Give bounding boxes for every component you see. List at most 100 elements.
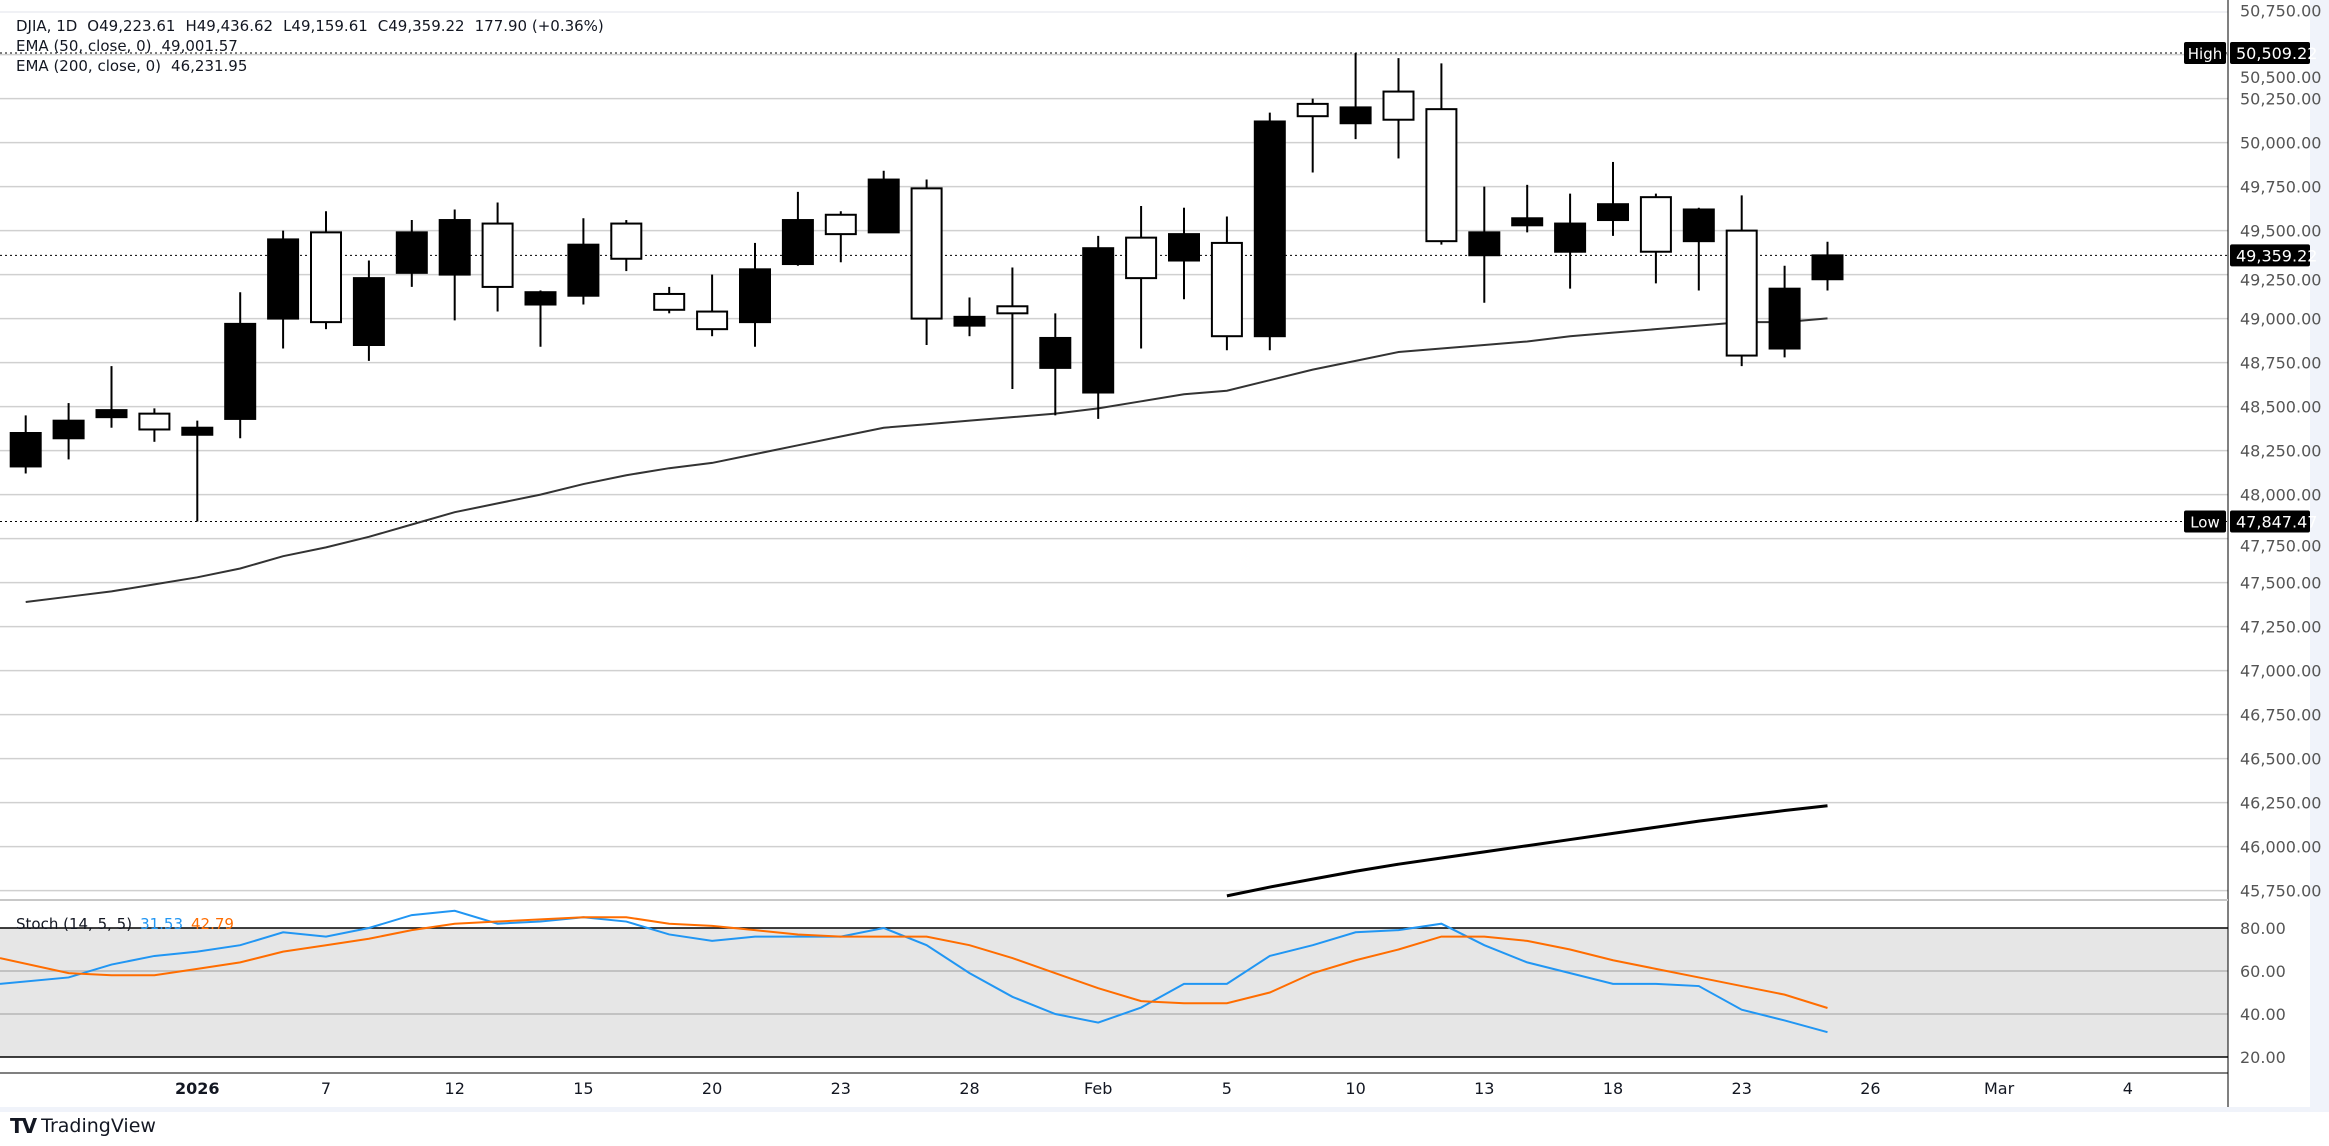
ema200-line: [1226, 804, 1828, 898]
price-tick-label: 48,750.00: [2240, 354, 2321, 373]
candle: [224, 292, 257, 439]
candle: [867, 170, 900, 234]
time-tick-label: 12: [445, 1079, 465, 1098]
ema50-value: 49,001.57: [161, 37, 238, 55]
time-tick-label: 5: [1222, 1079, 1232, 1098]
candle: [953, 297, 986, 337]
candle-body: [1382, 90, 1415, 121]
candle: [696, 274, 729, 337]
stoch-legend[interactable]: Stoch (14, 5, 5) 31.53 42.79: [16, 915, 244, 933]
price-tick-label: 49,750.00: [2240, 178, 2321, 197]
last-price-tag: [2230, 244, 2310, 267]
candle: [1425, 63, 1458, 245]
ema50-label: EMA (50, close, 0): [16, 37, 152, 55]
candle-body: [310, 231, 342, 324]
stoch-label: Stoch (14, 5, 5): [16, 915, 133, 933]
price-tick-label: 46,500.00: [2240, 750, 2321, 769]
symbol-name[interactable]: DJIA, 1D: [16, 17, 78, 35]
candle-body: [9, 432, 42, 468]
candle: [310, 211, 342, 330]
stoch-tick-label: 20.00: [2240, 1048, 2286, 1067]
candle: [1768, 265, 1801, 358]
candle: [1039, 313, 1072, 416]
high-label: High: [2188, 45, 2222, 63]
candle-body: [781, 219, 814, 266]
candle: [1682, 207, 1715, 291]
candle-body: [352, 277, 385, 346]
price-tick-label: 45,750.00: [2240, 882, 2321, 901]
candle-body: [95, 409, 128, 419]
candle-body: [824, 213, 857, 236]
price-grid: [0, 53, 2228, 892]
price-tick-label: 48,500.00: [2240, 398, 2321, 417]
candle-body: [52, 419, 85, 440]
price-tick-label: 46,750.00: [2240, 706, 2321, 725]
candle-body: [1768, 287, 1801, 350]
stoch-k-value: 31.53: [140, 915, 184, 933]
high-tag-text: 50,509.22: [2236, 44, 2317, 63]
candle: [395, 220, 428, 287]
candle-body: [1468, 231, 1501, 257]
tradingview-logo-icon: TV: [10, 1114, 37, 1138]
candle: [1597, 161, 1629, 236]
ema50-legend[interactable]: EMA (50, close, 0) 49,001.57: [16, 37, 248, 55]
right-margin: [2310, 0, 2329, 1107]
candle-body: [1168, 233, 1200, 262]
candle-body: [1597, 203, 1629, 222]
price-tick-label: 49,000.00: [2240, 310, 2321, 329]
candle-body: [567, 243, 600, 297]
candle-body: [481, 222, 514, 288]
time-tick-label: 20: [702, 1079, 722, 1098]
tradingview-logo[interactable]: TV TradingView: [10, 1114, 156, 1138]
stoch-tick-label: 40.00: [2240, 1005, 2286, 1024]
change-value: 177.90 (+0.36%): [474, 17, 604, 35]
candle: [352, 260, 385, 361]
candle-body: [739, 268, 771, 324]
price-tick-label: 49,500.00: [2240, 222, 2321, 241]
candle: [781, 191, 814, 266]
candle: [438, 209, 471, 321]
candle: [910, 179, 943, 345]
price-tick-label: 48,250.00: [2240, 442, 2321, 461]
candle: [824, 211, 857, 263]
candle: [1639, 193, 1672, 284]
candle-body: [267, 238, 300, 320]
candle-body: [1811, 254, 1844, 281]
candle: [138, 408, 171, 442]
low-value: L49,159.61: [283, 17, 368, 35]
price-tick-label: 50,250.00: [2240, 90, 2321, 109]
time-tick-label: Mar: [1984, 1079, 2015, 1098]
candle-body: [1639, 196, 1672, 253]
candle: [1210, 216, 1243, 351]
candle-body: [395, 231, 428, 274]
candle: [52, 403, 85, 460]
price-tick-label: 47,250.00: [2240, 618, 2321, 637]
candle-body: [1425, 108, 1458, 243]
time-tick-label: 23: [1732, 1079, 1752, 1098]
candle-body: [910, 187, 943, 320]
candle-body: [610, 222, 643, 260]
high-tag: [2230, 41, 2310, 64]
candle: [1554, 193, 1587, 289]
time-tick-label: 23: [831, 1079, 851, 1098]
candle-body: [1511, 217, 1544, 227]
candle-body: [1039, 336, 1072, 369]
candle: [1168, 207, 1200, 300]
ema200-label: EMA (200, close, 0): [16, 57, 162, 75]
brand-name: TradingView: [41, 1115, 156, 1137]
open-value: O49,223.61: [87, 17, 176, 35]
last-price-tag-text: 49,359.22: [2236, 246, 2317, 265]
ema200-legend[interactable]: EMA (200, close, 0) 46,231.95: [16, 57, 257, 75]
symbol-legend: DJIA, 1D O49,223.61 H49,436.62 L49,159.61 C4…: [16, 17, 614, 35]
price-tick-label: 47,750.00: [2240, 536, 2321, 555]
stoch-tick-label: 80.00: [2240, 919, 2286, 938]
high-label-box: [2184, 41, 2226, 64]
price-tick-label: 50,000.00: [2240, 134, 2321, 153]
candle: [95, 366, 128, 428]
candle: [1382, 58, 1415, 159]
price-pane: [0, 52, 2228, 898]
candle: [610, 220, 643, 272]
bottom-margin: [0, 1107, 2329, 1112]
price-tick-label: 48,000.00: [2240, 486, 2321, 505]
